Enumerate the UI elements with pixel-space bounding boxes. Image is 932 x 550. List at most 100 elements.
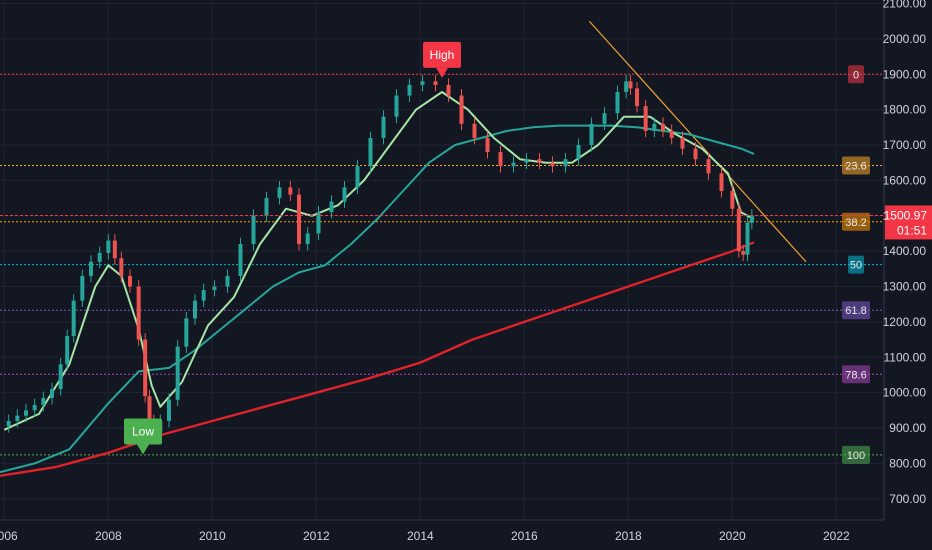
candle-body	[446, 84, 451, 96]
candle-body	[80, 275, 85, 301]
candle-body	[511, 162, 516, 167]
time-tick-label: 2018	[615, 529, 642, 543]
candle-body	[277, 187, 282, 199]
price-tick-label: 1000.00	[883, 386, 927, 400]
candle-body	[624, 81, 629, 92]
candle-body	[719, 173, 724, 192]
price-axis[interactable]	[884, 0, 932, 550]
candle-body	[264, 198, 269, 216]
trendline	[588, 20, 807, 263]
candle-body	[394, 95, 399, 117]
fib-level-tag: 50	[848, 255, 864, 274]
candle-body	[342, 187, 347, 202]
fib-tag-box	[842, 212, 870, 231]
price-axis-ticks: 700.00 800.00 900.00 1000.00 1100.00 1200.00 1…	[883, 0, 927, 506]
candle-body	[459, 95, 464, 124]
fib-tag-box	[842, 156, 870, 175]
candle-body	[58, 364, 63, 390]
candle-body	[589, 123, 594, 146]
fib-tag-label: 38.2	[845, 217, 866, 229]
candle-body	[661, 123, 665, 131]
annotation-box	[423, 41, 461, 68]
candle-body	[6, 420, 11, 427]
candle-body	[305, 233, 310, 245]
candle-body	[65, 336, 70, 365]
candle-body	[472, 123, 477, 138]
candle-body	[15, 415, 20, 421]
time-axis-ticks: 2006 2008 2010 2012 2014 2016 2018 2020 2022	[0, 529, 850, 543]
fib-tag-box	[842, 301, 870, 320]
annotation-low: Low	[124, 418, 162, 455]
candle-body	[184, 318, 189, 347]
candles	[6, 74, 754, 438]
fast-ema-line	[3, 91, 755, 431]
candle-body	[24, 410, 28, 416]
candle-body	[288, 187, 293, 195]
candle-body	[498, 152, 503, 167]
candle-body	[119, 258, 124, 276]
candle-body	[615, 91, 620, 114]
annotations: High Low	[124, 41, 461, 455]
candle-body	[381, 116, 386, 138]
fib-tag-box	[848, 255, 864, 274]
time-tick-label: 2020	[719, 529, 746, 543]
candle-body	[136, 286, 141, 340]
candle-body	[745, 222, 750, 255]
candle-body	[143, 339, 148, 397]
candle-body	[201, 290, 206, 301]
fib-level-tag: 61.8	[842, 301, 870, 320]
candle-body	[537, 159, 542, 163]
annotation-pointer	[137, 444, 149, 455]
price-tick-label: 700.00	[889, 492, 926, 506]
candle-body	[316, 212, 321, 234]
candle-body	[693, 148, 698, 160]
candle-body	[706, 159, 711, 174]
price-tick-label: 1200.00	[883, 315, 927, 329]
price-tick-label: 800.00	[889, 456, 926, 470]
candle-body	[433, 81, 438, 85]
bar-countdown-label: 01:51	[897, 223, 927, 237]
candle-body	[420, 81, 425, 85]
candle-body	[175, 346, 180, 400]
candle-body	[212, 286, 217, 291]
candle-body	[749, 215, 754, 223]
candle-body	[167, 399, 171, 421]
price-tick-label: 900.00	[889, 421, 926, 435]
fib-tag-box	[842, 445, 870, 464]
annotation-label: High	[430, 48, 455, 62]
candle-body	[563, 159, 568, 167]
candle-body	[89, 261, 93, 276]
price-tick-label: 2000.00	[883, 32, 927, 46]
candle-body	[741, 251, 746, 255]
candle-body	[485, 137, 490, 153]
fib-tag-label: 100	[847, 450, 865, 462]
annotation-pointer	[436, 67, 448, 78]
candle-body	[238, 244, 243, 276]
candle-body	[736, 208, 741, 252]
candle-body	[225, 275, 230, 287]
candle-body	[550, 162, 555, 167]
candle-body	[355, 166, 360, 188]
time-tick-label: 2010	[199, 529, 226, 543]
time-tick-label: 2012	[303, 529, 330, 543]
fib-level-tag: 38.2	[842, 212, 870, 231]
price-tick-label: 1600.00	[883, 173, 927, 187]
annotation-box	[124, 418, 162, 445]
candle-body	[643, 106, 648, 131]
candle-body	[71, 300, 76, 337]
candle-body	[576, 145, 581, 160]
candle-body	[147, 396, 152, 421]
candle-body	[329, 201, 334, 213]
price-tick-label: 1400.00	[883, 244, 927, 258]
candle-body	[635, 88, 639, 107]
price-tick-label: 1800.00	[883, 103, 927, 117]
annotation-high: High	[423, 41, 461, 78]
candle-body	[128, 275, 132, 287]
candle-body	[652, 123, 657, 131]
fib-level-tag: 0	[848, 65, 864, 84]
price-tick-label: 2100.00	[883, 0, 927, 11]
candle-body	[524, 159, 529, 163]
candle-body	[112, 240, 117, 259]
